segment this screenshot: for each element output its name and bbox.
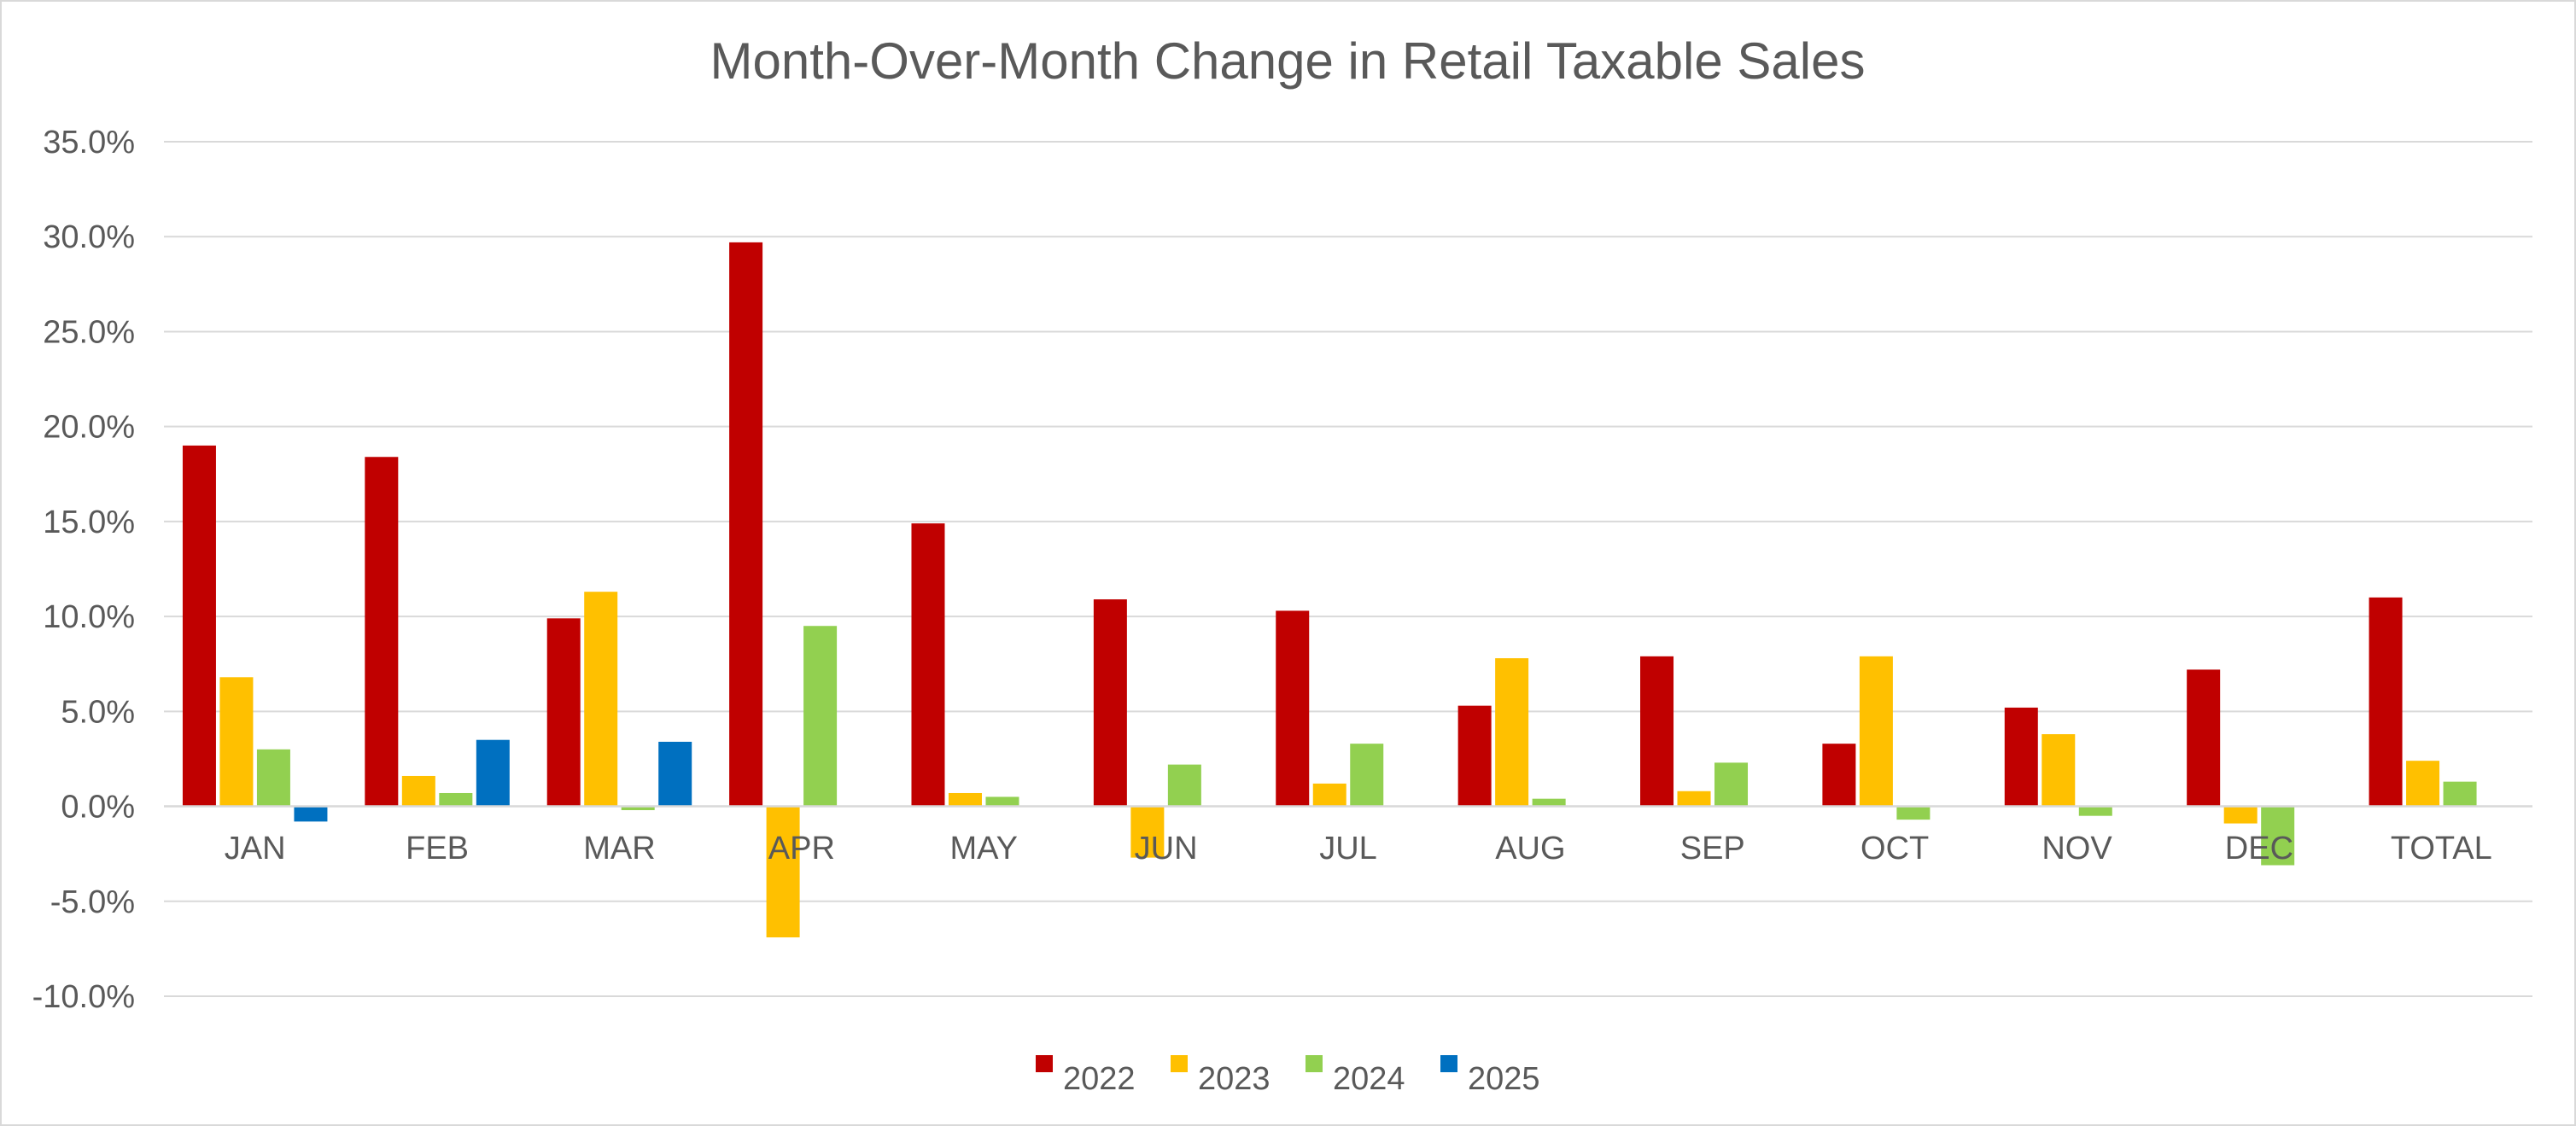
x-tick-label: MAY bbox=[949, 831, 1018, 866]
x-tick-label: AUG bbox=[1495, 831, 1565, 866]
x-tick-label: OCT bbox=[1860, 831, 1929, 866]
bar-2022-total bbox=[2369, 597, 2403, 807]
y-tick-label: -5.0% bbox=[50, 884, 135, 920]
y-tick-label: -10.0% bbox=[32, 979, 135, 1015]
legend-swatch bbox=[1036, 1055, 1053, 1072]
bar-2024-jan bbox=[256, 749, 290, 807]
bar-2022-may bbox=[911, 523, 945, 807]
bar-2023-mar bbox=[584, 592, 618, 807]
legend-item-2025: 2025 bbox=[1440, 1055, 1540, 1097]
bar-2023-nov bbox=[2042, 734, 2076, 807]
y-tick-label: 15.0% bbox=[43, 505, 135, 540]
legend-label: 2025 bbox=[1468, 1061, 1540, 1097]
bar-2022-aug bbox=[1457, 705, 1492, 807]
bar-2024-nov bbox=[2078, 806, 2112, 816]
chart-title: Month-Over-Month Change in Retail Taxabl… bbox=[710, 32, 1866, 90]
bar-2022-jul bbox=[1276, 610, 1310, 807]
bar-2022-jan bbox=[182, 445, 216, 807]
x-tick-label: APR bbox=[768, 831, 835, 866]
bar-2024-feb bbox=[439, 792, 473, 807]
bar-2023-total bbox=[2406, 761, 2440, 807]
legend-swatch bbox=[1171, 1055, 1188, 1072]
bar-2024-sep bbox=[1714, 762, 1749, 807]
y-tick-label: 30.0% bbox=[43, 219, 135, 255]
bar-2022-jun bbox=[1093, 599, 1127, 807]
y-tick-label: 5.0% bbox=[61, 694, 135, 730]
x-tick-label: NOV bbox=[2042, 831, 2112, 866]
bar-2023-jun bbox=[1130, 806, 1165, 858]
bar-2024-aug bbox=[1532, 798, 1566, 807]
bar-2022-mar bbox=[546, 618, 581, 807]
bar-2024-jul bbox=[1350, 744, 1384, 807]
bar-2023-may bbox=[948, 792, 982, 807]
legend-item-2023: 2023 bbox=[1171, 1055, 1270, 1097]
bar-2025-mar bbox=[658, 741, 692, 807]
x-tick-label: JUL bbox=[1319, 831, 1377, 866]
bar-2023-aug bbox=[1495, 658, 1529, 807]
bar-2023-apr bbox=[766, 806, 800, 938]
bar-2022-sep bbox=[1640, 656, 1674, 807]
bar-2023-dec bbox=[2223, 806, 2258, 824]
x-tick-label: TOTAL bbox=[2391, 831, 2492, 866]
legend-label: 2023 bbox=[1198, 1061, 1270, 1097]
bar-2025-jan bbox=[294, 806, 328, 822]
x-tick-label: JUN bbox=[1135, 831, 1198, 866]
y-tick-label: 0.0% bbox=[61, 790, 135, 826]
bar-2024-jun bbox=[1167, 764, 1201, 807]
x-tick-label: JAN bbox=[225, 831, 286, 866]
legend-item-2024: 2024 bbox=[1306, 1055, 1405, 1097]
bar-2023-jul bbox=[1312, 783, 1346, 807]
bar-2022-oct bbox=[1822, 744, 1856, 807]
legend-item-2022: 2022 bbox=[1036, 1055, 1136, 1097]
y-tick-label: 35.0% bbox=[43, 125, 135, 160]
bar-2023-feb bbox=[401, 775, 435, 807]
bar-2024-oct bbox=[1896, 806, 1931, 820]
x-axis-ticks: JAN FEB MAR APR MAY JUN JUL AUG SEP OCT NOV DEC TOTA… bbox=[225, 831, 2492, 866]
bar-2025-feb bbox=[476, 739, 510, 807]
bar-2024-dec bbox=[2261, 806, 2295, 866]
y-tick-label: 10.0% bbox=[43, 599, 135, 635]
bar-2023-jan bbox=[219, 677, 254, 807]
bar-2023-oct bbox=[1859, 656, 1893, 807]
legend-swatch bbox=[1306, 1055, 1323, 1072]
bar-2024-mar bbox=[621, 806, 655, 811]
x-tick-label: FEB bbox=[406, 831, 469, 866]
bar-2022-nov bbox=[2004, 707, 2038, 807]
bar-2023-sep bbox=[1677, 791, 1711, 807]
bar-2022-apr bbox=[729, 242, 763, 807]
legend-label: 2022 bbox=[1063, 1061, 1136, 1097]
bar-2024-may bbox=[985, 796, 1019, 807]
y-tick-label: 20.0% bbox=[43, 410, 135, 446]
bar-2024-total bbox=[2443, 781, 2477, 807]
x-tick-label: DEC bbox=[2225, 831, 2293, 866]
bar-2022-feb bbox=[365, 457, 399, 807]
legend: 2022 2023 2024 2025 bbox=[1036, 1055, 1540, 1097]
x-tick-label: SEP bbox=[1680, 831, 1745, 866]
gridlines bbox=[164, 141, 2532, 997]
bar-2022-dec bbox=[2187, 669, 2221, 807]
y-axis-ticks: 35.0% 30.0% 25.0% 20.0% 15.0% 10.0% 5.0% 0.0% -5… bbox=[32, 125, 135, 1015]
legend-swatch bbox=[1440, 1055, 1457, 1072]
legend-label: 2024 bbox=[1333, 1061, 1405, 1097]
bars bbox=[182, 242, 2477, 938]
bar-2024-apr bbox=[803, 626, 838, 807]
y-tick-label: 25.0% bbox=[43, 314, 135, 350]
x-tick-label: MAR bbox=[583, 831, 655, 866]
